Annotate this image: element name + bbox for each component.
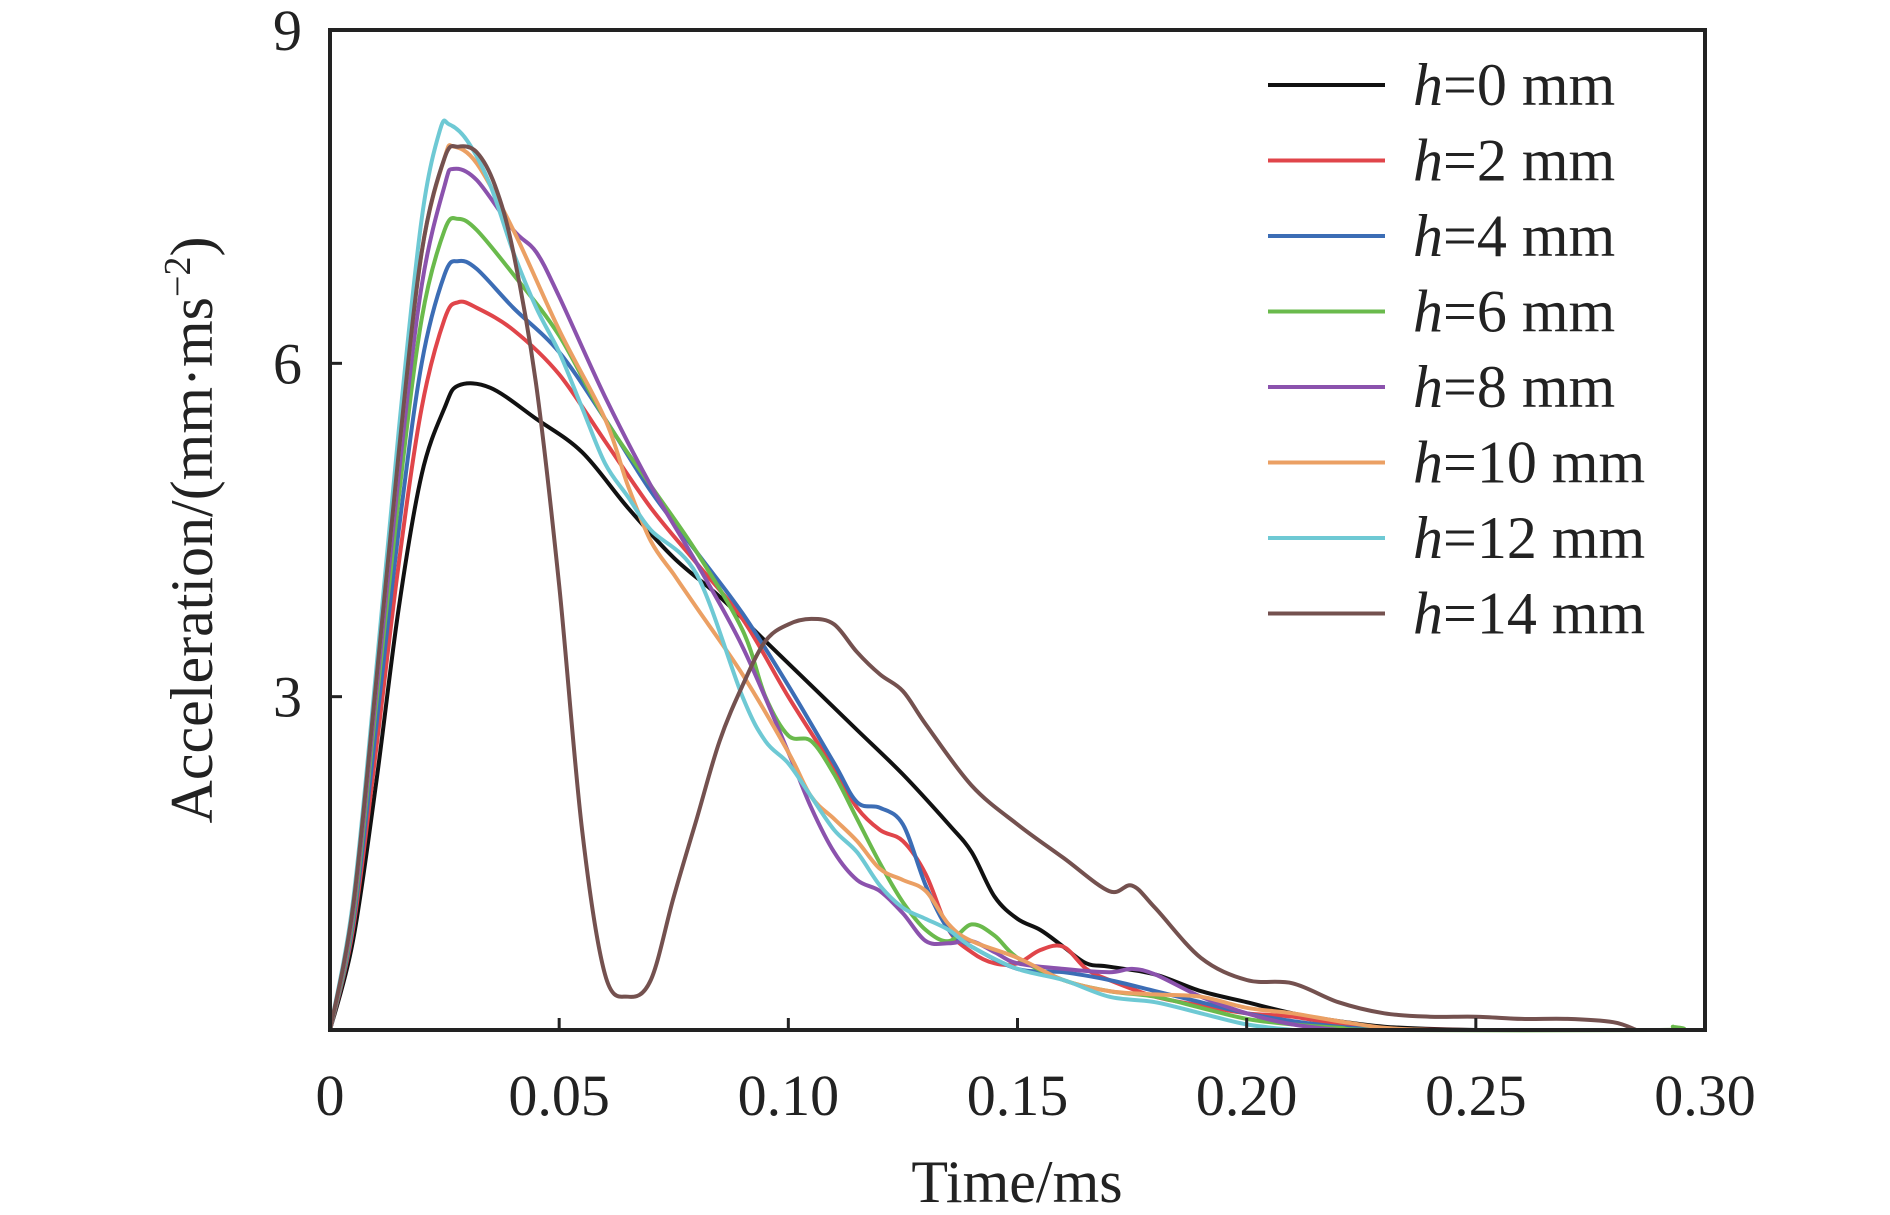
x-tick-label: 0.15 xyxy=(967,1063,1069,1128)
legend-label: h=6 mm xyxy=(1413,279,1615,345)
legend-label: h=2 mm xyxy=(1413,128,1615,194)
legend-label-value: =8 mm xyxy=(1443,354,1615,420)
y-tick-label: 3 xyxy=(273,665,302,730)
series-line-h-6-mm xyxy=(328,216,1687,1033)
x-axis-label: Time/ms xyxy=(911,1149,1122,1215)
legend: h=0 mmh=2 mmh=4 mmh=6 mmh=8 mmh=10 mmh=1… xyxy=(1268,52,1645,647)
legend-label-value: =4 mm xyxy=(1443,203,1615,269)
y-axis-label-exponent: −2 xyxy=(157,257,199,297)
y-axis-label-close: ) xyxy=(159,237,225,257)
legend-label-variable: h xyxy=(1413,128,1443,194)
y-tick-label: 9 xyxy=(273,0,302,63)
series-line-h-14-mm xyxy=(328,143,1639,1032)
legend-label: h=8 mm xyxy=(1413,354,1615,420)
series-line-h-0-mm xyxy=(328,381,1478,1032)
legend-label: h=14 mm xyxy=(1413,581,1645,647)
legend-label-value: =14 mm xyxy=(1443,581,1645,647)
legend-label: h=12 mm xyxy=(1413,505,1645,571)
legend-label: h=10 mm xyxy=(1413,430,1645,496)
x-tick-label: 0.25 xyxy=(1425,1063,1527,1128)
legend-label-variable: h xyxy=(1413,505,1443,571)
legend-label-variable: h xyxy=(1413,354,1443,420)
legend-label-value: =12 mm xyxy=(1443,505,1645,571)
legend-label-value: =0 mm xyxy=(1443,52,1615,118)
series-line-h-8-mm xyxy=(328,166,1341,1032)
series-line-h-2-mm xyxy=(328,299,1478,1032)
legend-label-variable: h xyxy=(1413,203,1443,269)
x-tick-label: 0.05 xyxy=(508,1063,610,1128)
series-line-h-12-mm xyxy=(328,118,1295,1032)
y-axis-label: Acceleration/(mm·ms−2) xyxy=(157,237,225,824)
x-tick-label: 0.20 xyxy=(1196,1063,1298,1128)
x-tick-label: 0.30 xyxy=(1654,1063,1756,1128)
series-layer xyxy=(328,118,1687,1033)
legend-label-variable: h xyxy=(1413,430,1443,496)
legend-label-variable: h xyxy=(1413,279,1443,345)
y-tick-label: 6 xyxy=(273,331,302,396)
series-line-h-10-mm xyxy=(328,143,1432,1032)
legend-label: h=0 mm xyxy=(1413,52,1615,118)
x-tick-label: 0 xyxy=(316,1063,345,1128)
legend-label-value: =10 mm xyxy=(1443,430,1645,496)
legend-label-variable: h xyxy=(1413,581,1443,647)
y-axis-label-main: Acceleration/(mm·ms xyxy=(159,297,225,823)
legend-label-value: =2 mm xyxy=(1443,128,1615,194)
legend-label: h=4 mm xyxy=(1413,203,1615,269)
legend-label-variable: h xyxy=(1413,52,1443,118)
series-line-h-4-mm xyxy=(328,258,1387,1032)
y-axis: 3 6 9 xyxy=(273,0,342,730)
x-tick-label: 0.10 xyxy=(738,1063,840,1128)
legend-label-value: =6 mm xyxy=(1443,279,1615,345)
x-axis: 0 0.05 0.10 0.15 0.20 0.25 0.30 xyxy=(316,1018,1756,1128)
